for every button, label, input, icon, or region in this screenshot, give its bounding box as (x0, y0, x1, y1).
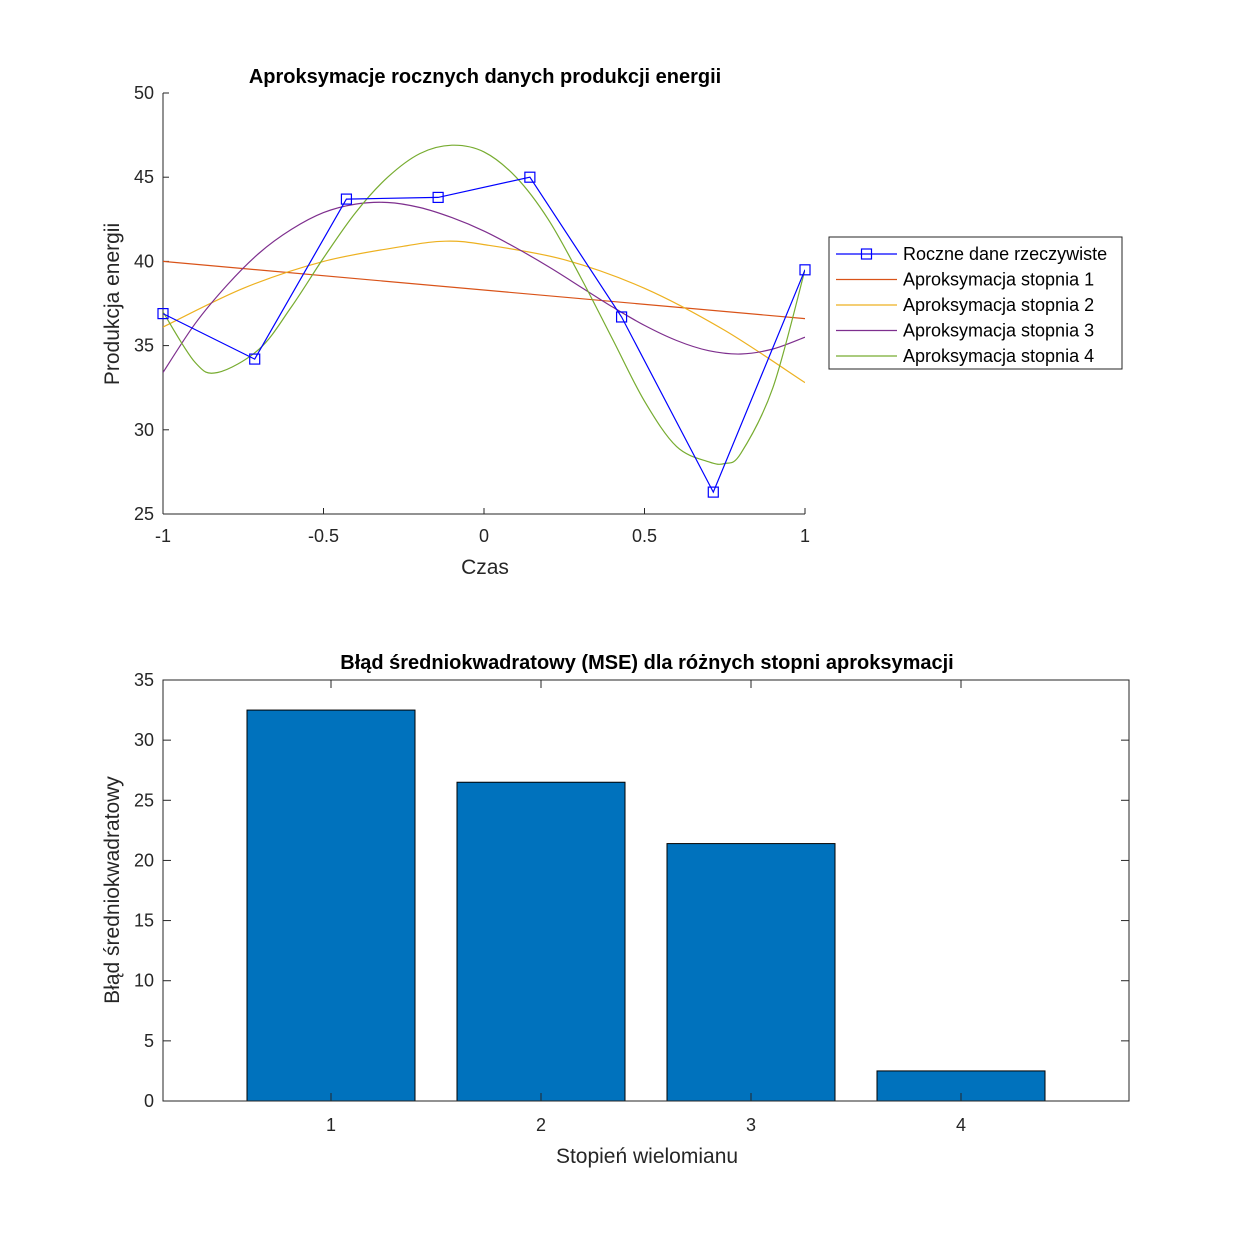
bar-chart-y-tick-label: 35 (134, 670, 154, 690)
line-chart-y-tick-label: 30 (134, 420, 154, 440)
bar-chart-x-tick-label: 3 (746, 1115, 756, 1135)
line-chart-series-group (163, 144, 805, 494)
bar-chart-y-axis-title: Błąd średniokwadratowy (101, 776, 124, 1004)
series-line-degree-4 (163, 144, 805, 465)
legend-entry-label: Roczne dane rzeczywiste (903, 244, 1107, 264)
bar-chart-y-tick-label: 25 (134, 790, 154, 810)
line-chart-x-tick-label: 0 (479, 526, 489, 546)
bar-chart-y-tick-label: 15 (134, 911, 154, 931)
bar-chart-y-tick-label: 0 (144, 1091, 154, 1111)
line-chart-x-tick-label: 0.5 (632, 526, 657, 546)
bar-chart-x-tick-label: 4 (956, 1115, 966, 1135)
legend-marker (860, 248, 873, 260)
data-point-marker (157, 308, 169, 320)
line-chart-y-tick-label: 45 (134, 167, 154, 187)
legend-entry-label: Aproksymacja stopnia 1 (903, 270, 1094, 290)
legend-box (828, 236, 1123, 370)
line-chart-y-tick-label: 35 (134, 336, 154, 356)
series-line-degree-1 (163, 260, 805, 320)
legend-entry-label: Aproksymacja stopnia 3 (903, 321, 1094, 341)
data-point-marker (432, 191, 444, 204)
data-point-marker (707, 486, 719, 498)
line-chart-title: Aproksymacje rocznych danych produkcji e… (249, 66, 721, 88)
series-line-degree-2 (163, 240, 805, 384)
data-point-marker (615, 311, 628, 323)
legend-entry-label: Aproksymacja stopnia 4 (903, 346, 1094, 366)
bar-degree-2 (456, 781, 626, 1102)
legend-entry-label: Aproksymacja stopnia 2 (903, 295, 1094, 315)
bar-chart-title: Błąd średniokwadratowy (MSE) dla różnych… (340, 652, 953, 674)
data-point-marker (799, 264, 811, 276)
bar-chart-y-tick-label: 5 (144, 1031, 154, 1051)
line-chart-x-tick-label: -0.5 (308, 526, 339, 546)
bar-chart: Błąd średniokwadratowy (MSE) dla różnych… (101, 652, 1130, 1168)
bar-chart-plot-area: 1 2 3 4 0 5 10 15 20 25 30 35 (134, 670, 1130, 1135)
bar-chart-y-tick-label: 30 (134, 730, 154, 750)
line-chart-y-tick-label: 25 (134, 504, 154, 524)
line-chart: Aproksymacje rocznych danych produkcji e… (101, 66, 1123, 579)
data-point-marker (524, 171, 536, 183)
line-chart-y-tick-label: 40 (134, 251, 154, 271)
data-point-marker (249, 353, 261, 365)
line-chart-x-tick-label: 1 (800, 526, 810, 546)
bar-chart-y-tick-label: 10 (134, 971, 154, 991)
line-chart-x-axis-title: Czas (461, 556, 509, 579)
bar-degree-1 (246, 709, 416, 1102)
line-chart-legend: Roczne dane rzeczywiste Aproksymacja stop… (828, 236, 1123, 370)
bar-chart-x-tick-label: 1 (326, 1115, 336, 1135)
series-line-actual (163, 176, 805, 494)
line-chart-plot-area: -1 -0.5 0 0.5 1 25 30 35 40 45 50 (134, 83, 811, 546)
bar-chart-axes-box (162, 679, 1130, 1102)
series-line-degree-3 (163, 201, 805, 373)
data-point-marker (340, 193, 353, 205)
bar-chart-y-tick-label: 20 (134, 850, 154, 870)
line-chart-y-axis-title: Produkcja energii (101, 223, 124, 385)
line-chart-y-tick-label: 50 (134, 83, 154, 103)
bar-chart-x-axis-title: Stopień wielomianu (556, 1145, 738, 1168)
line-chart-x-tick-label: -1 (155, 526, 171, 546)
bar-chart-x-tick-label: 2 (536, 1115, 546, 1135)
bar-degree-3 (666, 843, 836, 1102)
